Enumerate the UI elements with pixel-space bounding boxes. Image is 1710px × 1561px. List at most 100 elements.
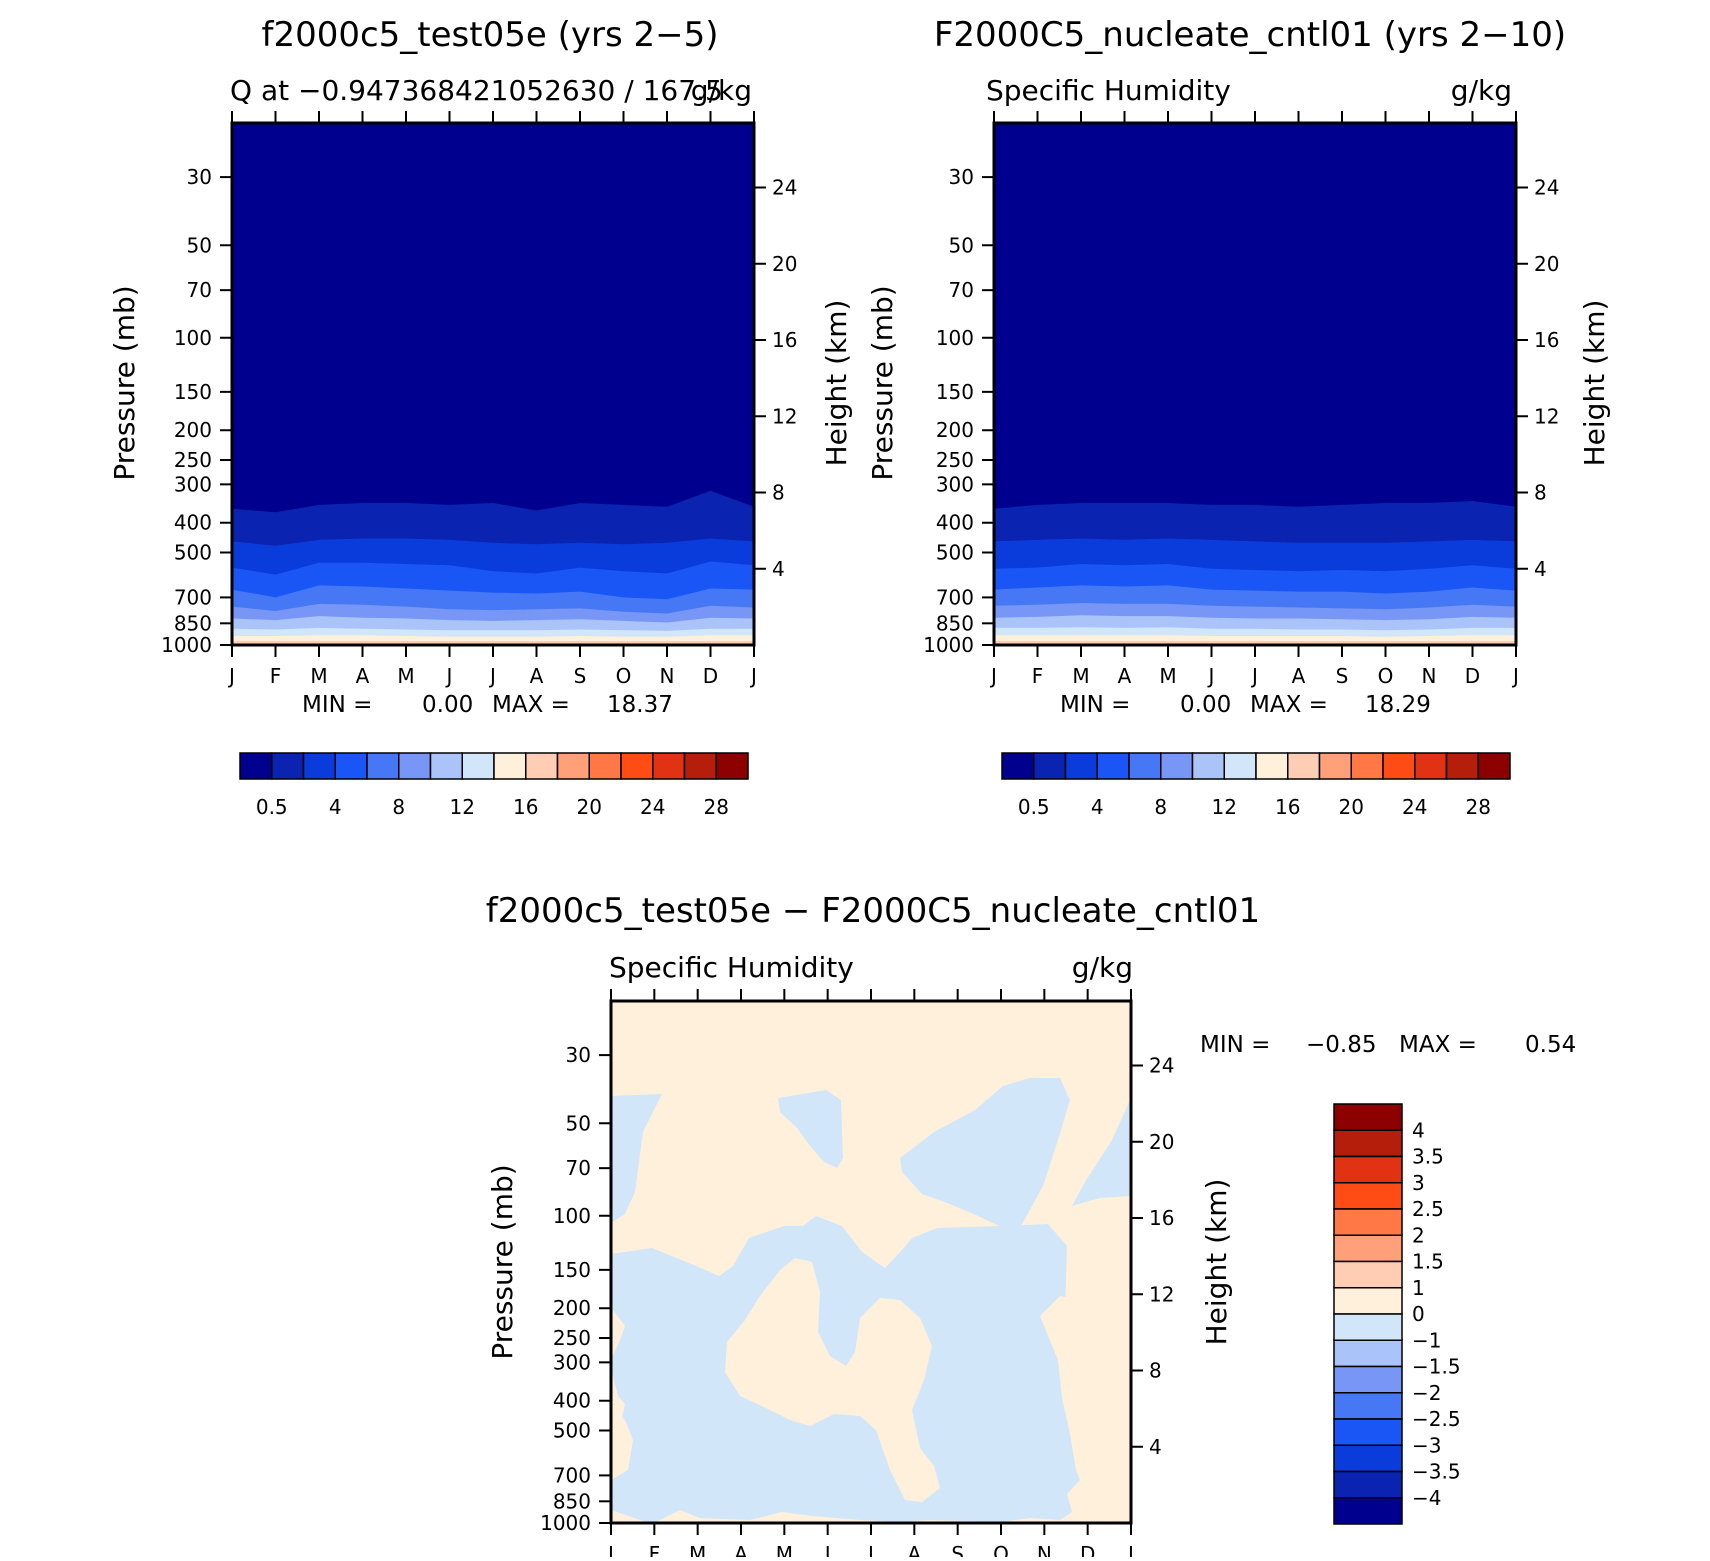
diff-negative-region-upper-left [611,1094,662,1223]
colorbar-swatch [334,752,368,780]
surface-band [994,641,1516,645]
colorbar-swatch [302,752,336,780]
colorbar-swatch [525,752,559,780]
surface-band [232,641,754,645]
y-tick-label: 850 [174,611,212,635]
y-tick-right-label: 16 [1149,1206,1174,1230]
panel1-min-value: 0.00 [422,692,473,718]
colorbar-swatch [1382,752,1416,780]
colorbar-label: 12 [1212,795,1237,819]
panel1-ylabel-right: Height (km) [820,300,853,467]
colorbar-label: 28 [704,795,729,819]
y-tick-right-label: 12 [1149,1282,1174,1306]
panel2-max-label: MAX = [1250,692,1328,718]
colorbar-swatch [1191,752,1225,780]
x-tick-label: D [703,664,718,688]
colorbar-label: 4 [1412,1118,1425,1142]
colorbar-label: −1 [1412,1328,1441,1352]
panel2-min-label: MIN = [1060,692,1130,718]
colorbar-label: 0.5 [256,795,288,819]
colorbar-swatch [588,752,622,780]
colorbar-label: 20 [1339,795,1364,819]
panel1-ylabel: Pressure (mb) [108,285,141,480]
y-tick-label: 250 [553,1326,591,1350]
y-tick-right-label: 4 [1149,1435,1162,1459]
panel2-title: F2000C5_nucleate_cntl01 (yrs 2−10) [934,15,1566,55]
colorbar-swatch [1333,1234,1403,1263]
panel1-plot-area [232,123,754,645]
y-tick-label: 300 [936,472,974,496]
y-tick-label: 100 [936,326,974,350]
x-tick-label: J [1207,664,1215,688]
colorbar-label: 3.5 [1412,1145,1444,1169]
x-tick-label: M [397,664,414,688]
x-tick-label: A [734,1542,748,1557]
panel3-max-value: 0.54 [1525,1032,1576,1058]
y-tick-label: 150 [936,380,974,404]
colorbar-label: 0 [1412,1302,1425,1326]
diff-positive-region-center-lower [725,1258,940,1502]
colorbar-swatch [493,752,527,780]
y-tick-right-label: 8 [1534,481,1547,505]
y-tick-right-label: 8 [772,481,785,505]
x-tick-label: M [310,664,327,688]
y-tick-right-label: 12 [772,404,797,428]
x-tick-label: A [530,664,544,688]
y-tick-label: 1000 [540,1511,591,1535]
colorbar-swatch [1333,1155,1403,1184]
y-tick-right-label: 12 [1534,404,1559,428]
y-tick-label: 250 [174,448,212,472]
colorbar-swatch [1333,1470,1403,1499]
panel3-max-label: MAX = [1399,1032,1477,1058]
colorbar-swatch [1414,752,1448,780]
x-tick-label: J [227,664,235,688]
colorbar-swatch [1128,752,1162,780]
panel2-max-value: 18.29 [1365,692,1431,718]
x-tick-label: J [749,664,757,688]
y-tick-right-label: 8 [1149,1359,1162,1383]
colorbar-label: 8 [1154,795,1167,819]
y-tick-label: 70 [187,278,212,302]
colorbar-swatch [652,752,686,780]
panel-cntl01: F2000C5_nucleate_cntl01 (yrs 2−10) Speci… [866,15,1611,819]
colorbar-swatch [1287,752,1321,780]
y-tick-label: 200 [553,1296,591,1320]
colorbar-swatch [1333,1392,1403,1420]
y-tick-right-label: 20 [1149,1130,1174,1154]
y-tick-label: 50 [187,233,212,257]
colorbar-swatch [556,752,590,780]
x-tick-label: J [1126,1542,1134,1557]
panel2-subtitle-left: Specific Humidity [986,74,1231,107]
colorbar-label: 20 [577,795,602,819]
y-tick-label: 400 [553,1389,591,1413]
colorbar-swatch [1333,1365,1403,1394]
colorbar-swatch [429,752,463,780]
x-tick-label: M [1072,664,1089,688]
panel2-ylabel-right: Height (km) [1578,300,1611,467]
panel2-units: g/kg [1451,74,1512,107]
colorbar-label: 24 [640,795,665,819]
colorbar-label: 24 [1402,795,1427,819]
panel-test05e: f2000c5_test05e (yrs 2−5) Q at −0.947368… [108,15,853,819]
colorbar-swatch [366,752,400,780]
x-tick-label: A [1118,664,1132,688]
colorbar-swatch [239,752,273,780]
colorbar-label: −2.5 [1412,1407,1461,1431]
diff-negative-region-upper-middle [778,1090,843,1168]
x-tick-label: J [823,1542,831,1557]
x-tick-label: S [574,664,587,688]
panel3-colorbar: 4 3.532.52 1.510−1 −1.5−2−2.5−3 −3.5−4 [1333,1103,1461,1525]
x-tick-label: J [445,664,453,688]
panel3-min-label: MIN = [1200,1032,1270,1058]
colorbar-label: 12 [450,795,475,819]
colorbar-swatch [1333,1103,1403,1131]
panel1-max-label: MAX = [492,692,570,718]
x-tick-label: A [907,1542,921,1557]
colorbar-label: 1 [1412,1276,1425,1300]
panel3-title: f2000c5_test05e − F2000C5_nucleate_cntl0… [486,891,1260,931]
panel3-ylabel: Pressure (mb) [486,1164,519,1359]
y-tick-label: 150 [553,1258,591,1282]
y-tick-label: 30 [949,165,974,189]
y-tick-label: 70 [949,278,974,302]
